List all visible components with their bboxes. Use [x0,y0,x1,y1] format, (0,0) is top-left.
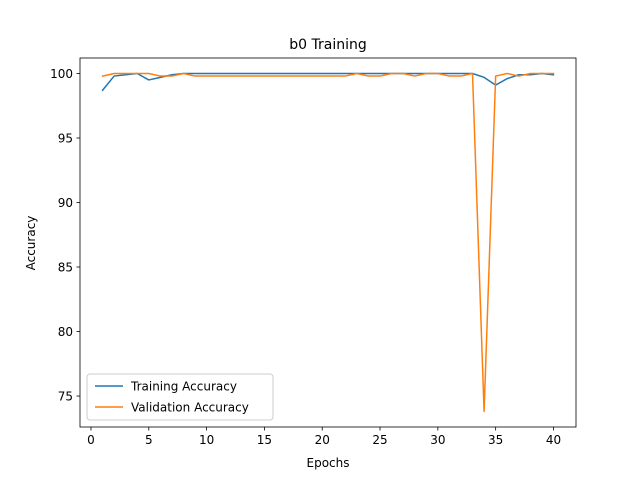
axes-frame [79,57,577,428]
y-tick-label: 80 [58,325,73,339]
y-tick-label: 95 [58,131,73,145]
x-tick-label: 15 [257,433,272,447]
legend: Training Accuracy Validation Accuracy [86,373,274,421]
y-tick-label: 75 [58,390,73,404]
x-tick-label: 0 [87,433,95,447]
legend-label-2: Validation Accuracy [131,401,249,415]
x-tick-label: 5 [145,433,153,447]
y-tick-label: 100 [50,67,73,81]
x-tick-label: 25 [372,433,387,447]
x-tick-label: 10 [199,433,214,447]
series-line-2 [101,72,555,413]
y-tick-label: 85 [58,261,73,275]
chart-title: b0 Training [289,37,367,53]
x-tick-label: 20 [315,433,330,447]
y-axis-label: Accuracy [24,216,38,271]
x-tick-label: 40 [546,433,561,447]
x-tick-label: 35 [488,433,503,447]
y-tick-label: 90 [58,196,73,210]
legend-box [86,373,274,421]
x-tick-label: 30 [430,433,445,447]
plot-area: 0 5 10 15 20 25 30 35 40 75 80 85 90 95 100 [50,57,577,447]
legend-label-1: Training Accuracy [130,380,237,394]
x-axis-label: Epochs [307,456,350,470]
